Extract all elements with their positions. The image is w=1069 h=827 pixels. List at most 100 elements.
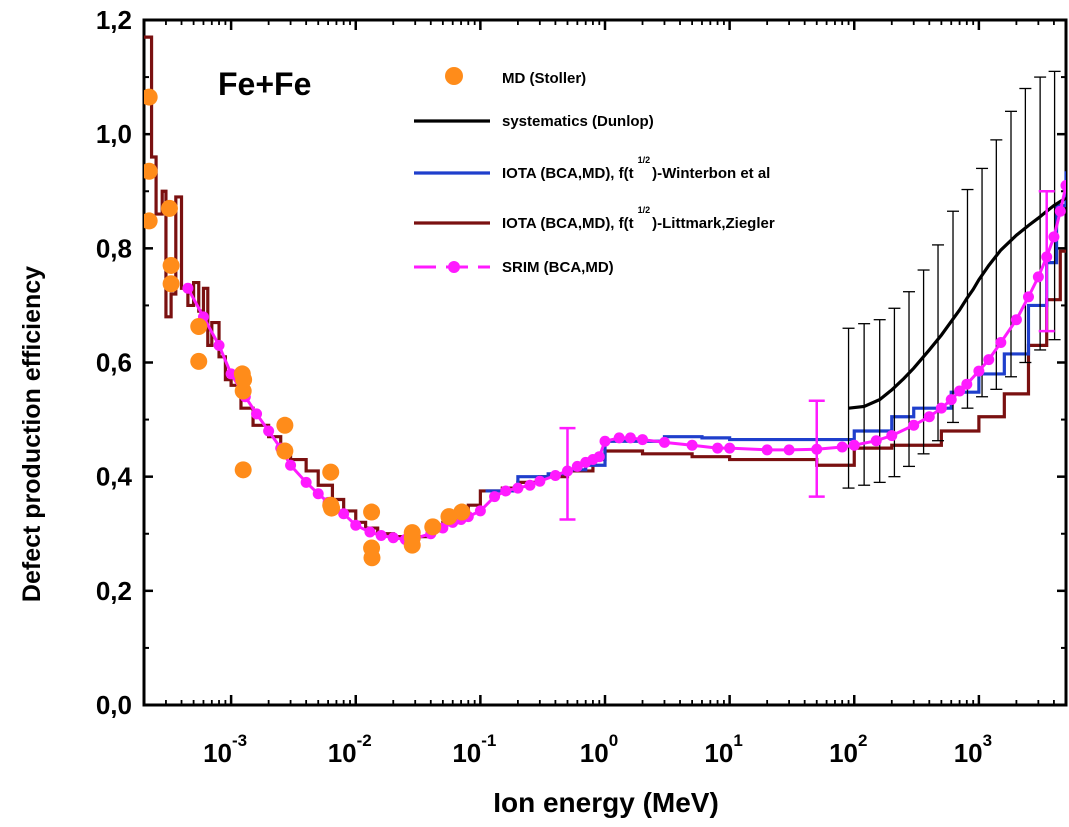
axis-ticks: 0,00,20,40,60,81,01,210-3 10-2 10-1 100 101 1… xyxy=(96,5,1067,768)
srim-point xyxy=(886,430,898,442)
legend-label-sup: 1/2 xyxy=(638,155,651,165)
legend-label: IOTA (BCA,MD), f(t 1/2)-Winterbon et al xyxy=(502,155,770,182)
y-tick-label: 0,4 xyxy=(96,462,133,492)
x-tick-exponent: 0 xyxy=(609,731,618,750)
srim-point xyxy=(350,519,362,531)
md-stoller-point xyxy=(162,256,180,274)
srim-point xyxy=(983,354,995,366)
srim-point xyxy=(945,394,957,406)
annotation-fe-fe: Fe+Fe xyxy=(218,66,311,102)
md-stoller-point xyxy=(440,508,458,526)
srim-point xyxy=(613,432,625,444)
x-tick-label: 10-1 xyxy=(452,731,496,768)
x-tick-exponent: -2 xyxy=(357,731,372,750)
md-stoller-point xyxy=(363,549,381,567)
x-tick-exponent: 1 xyxy=(733,731,742,750)
x-tick-base: 10 xyxy=(954,738,983,768)
srim-point xyxy=(686,439,698,451)
srim-point xyxy=(300,476,312,488)
md-stoller-point xyxy=(190,318,208,336)
srim-point xyxy=(364,526,376,538)
srim-point xyxy=(489,491,501,503)
srim-point xyxy=(263,425,275,437)
x-tick-base: 10 xyxy=(203,738,232,768)
legend-swatch-md xyxy=(445,67,463,85)
srim-point xyxy=(500,485,512,497)
srim-point xyxy=(285,459,297,471)
srim-point xyxy=(935,402,947,414)
legend-label-tail: )-Winterbon et al xyxy=(652,165,770,182)
srim-point xyxy=(1022,291,1034,303)
x-tick-exponent: -3 xyxy=(232,731,247,750)
srim-point xyxy=(213,339,225,351)
md-stoller-point xyxy=(144,212,158,230)
srim-point xyxy=(637,434,649,446)
legend-label: SRIM (BCA,MD) xyxy=(502,259,614,276)
systematics-line xyxy=(848,196,1066,410)
md-stoller-point xyxy=(322,463,340,481)
srim-point xyxy=(375,529,387,541)
srim-point xyxy=(783,444,795,456)
md-stoller-point xyxy=(363,503,381,521)
legend-label-main: IOTA (BCA,MD), f(t xyxy=(502,215,634,232)
legend: MD (Stoller) systematics (Dunlop) IOTA (BC… xyxy=(414,67,775,276)
y-axis-title: Defect production efficiency xyxy=(18,266,46,602)
x-tick-base: 10 xyxy=(328,738,357,768)
md-stoller-point xyxy=(144,162,158,180)
md-stoller-point xyxy=(190,352,208,370)
x-tick-label: 102 xyxy=(829,731,867,768)
srim-point xyxy=(624,432,636,444)
legend-swatch-srim-marker xyxy=(448,261,460,273)
legend-label-tail: )-Littmark,Ziegler xyxy=(652,215,775,232)
srim-point xyxy=(973,365,985,377)
x-tick-label: 100 xyxy=(580,731,618,768)
x-tick-base: 10 xyxy=(580,738,609,768)
srim-point xyxy=(534,475,546,487)
x-tick-base: 10 xyxy=(452,738,481,768)
srim-point xyxy=(593,451,605,463)
md-stoller-point xyxy=(162,275,180,293)
srim-point xyxy=(870,435,882,447)
md-stoller-point xyxy=(276,416,294,434)
srim-point xyxy=(474,505,486,517)
srim-point xyxy=(1010,314,1022,326)
x-tick-exponent: -1 xyxy=(481,731,496,750)
srim-point xyxy=(1054,205,1066,217)
srim-point xyxy=(961,378,973,390)
md-stoller-point xyxy=(144,88,158,106)
srim-point xyxy=(1060,180,1066,192)
legend-label-sup: 1/2 xyxy=(638,205,651,215)
srim-point xyxy=(549,470,561,482)
series-layer xyxy=(144,35,1066,567)
md-stoller-point xyxy=(453,503,471,521)
md-stoller-point xyxy=(424,518,442,536)
x-tick-label: 101 xyxy=(704,731,742,768)
srim-point xyxy=(1048,231,1060,243)
srim-point xyxy=(182,282,194,294)
srim-point xyxy=(995,337,1007,349)
x-tick-label: 10-2 xyxy=(328,731,372,768)
md-stoller-point xyxy=(234,461,252,479)
legend-label-main: IOTA (BCA,MD), f(t xyxy=(502,165,634,182)
x-tick-exponent: 3 xyxy=(983,731,992,750)
srim-point xyxy=(908,419,920,431)
x-tick-base: 10 xyxy=(829,738,858,768)
srim-point xyxy=(954,385,966,397)
y-tick-label: 1,2 xyxy=(96,5,132,35)
md-stoller-point xyxy=(160,199,178,217)
x-tick-label: 10-3 xyxy=(203,731,247,768)
y-tick-label: 0,8 xyxy=(96,233,132,263)
md-stoller-point xyxy=(235,371,253,389)
x-tick-base: 10 xyxy=(704,738,733,768)
md-stoller-point xyxy=(403,536,421,554)
md-stoller-point xyxy=(276,442,294,460)
srim-point xyxy=(712,442,724,454)
srim-point xyxy=(848,439,860,451)
y-tick-label: 0,6 xyxy=(96,348,132,378)
legend-label: IOTA (BCA,MD), f(t 1/2)-Littmark,Ziegler xyxy=(502,205,775,232)
y-tick-label: 0,2 xyxy=(96,576,132,606)
srim-point xyxy=(387,532,399,544)
srim-point xyxy=(724,442,736,454)
x-tick-label: 103 xyxy=(954,731,992,768)
